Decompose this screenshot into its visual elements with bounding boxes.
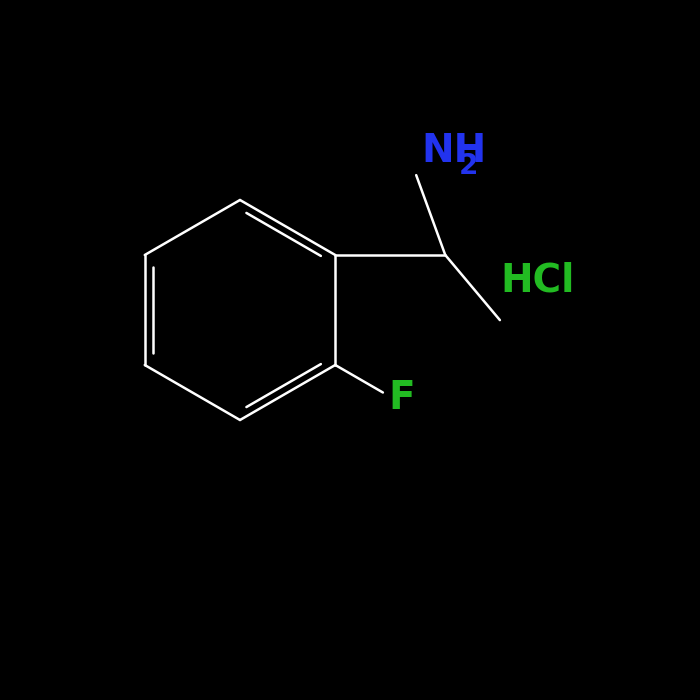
Text: HCl: HCl bbox=[500, 261, 575, 299]
Text: NH: NH bbox=[421, 132, 486, 170]
Text: F: F bbox=[388, 379, 414, 416]
Text: 2: 2 bbox=[459, 152, 479, 180]
